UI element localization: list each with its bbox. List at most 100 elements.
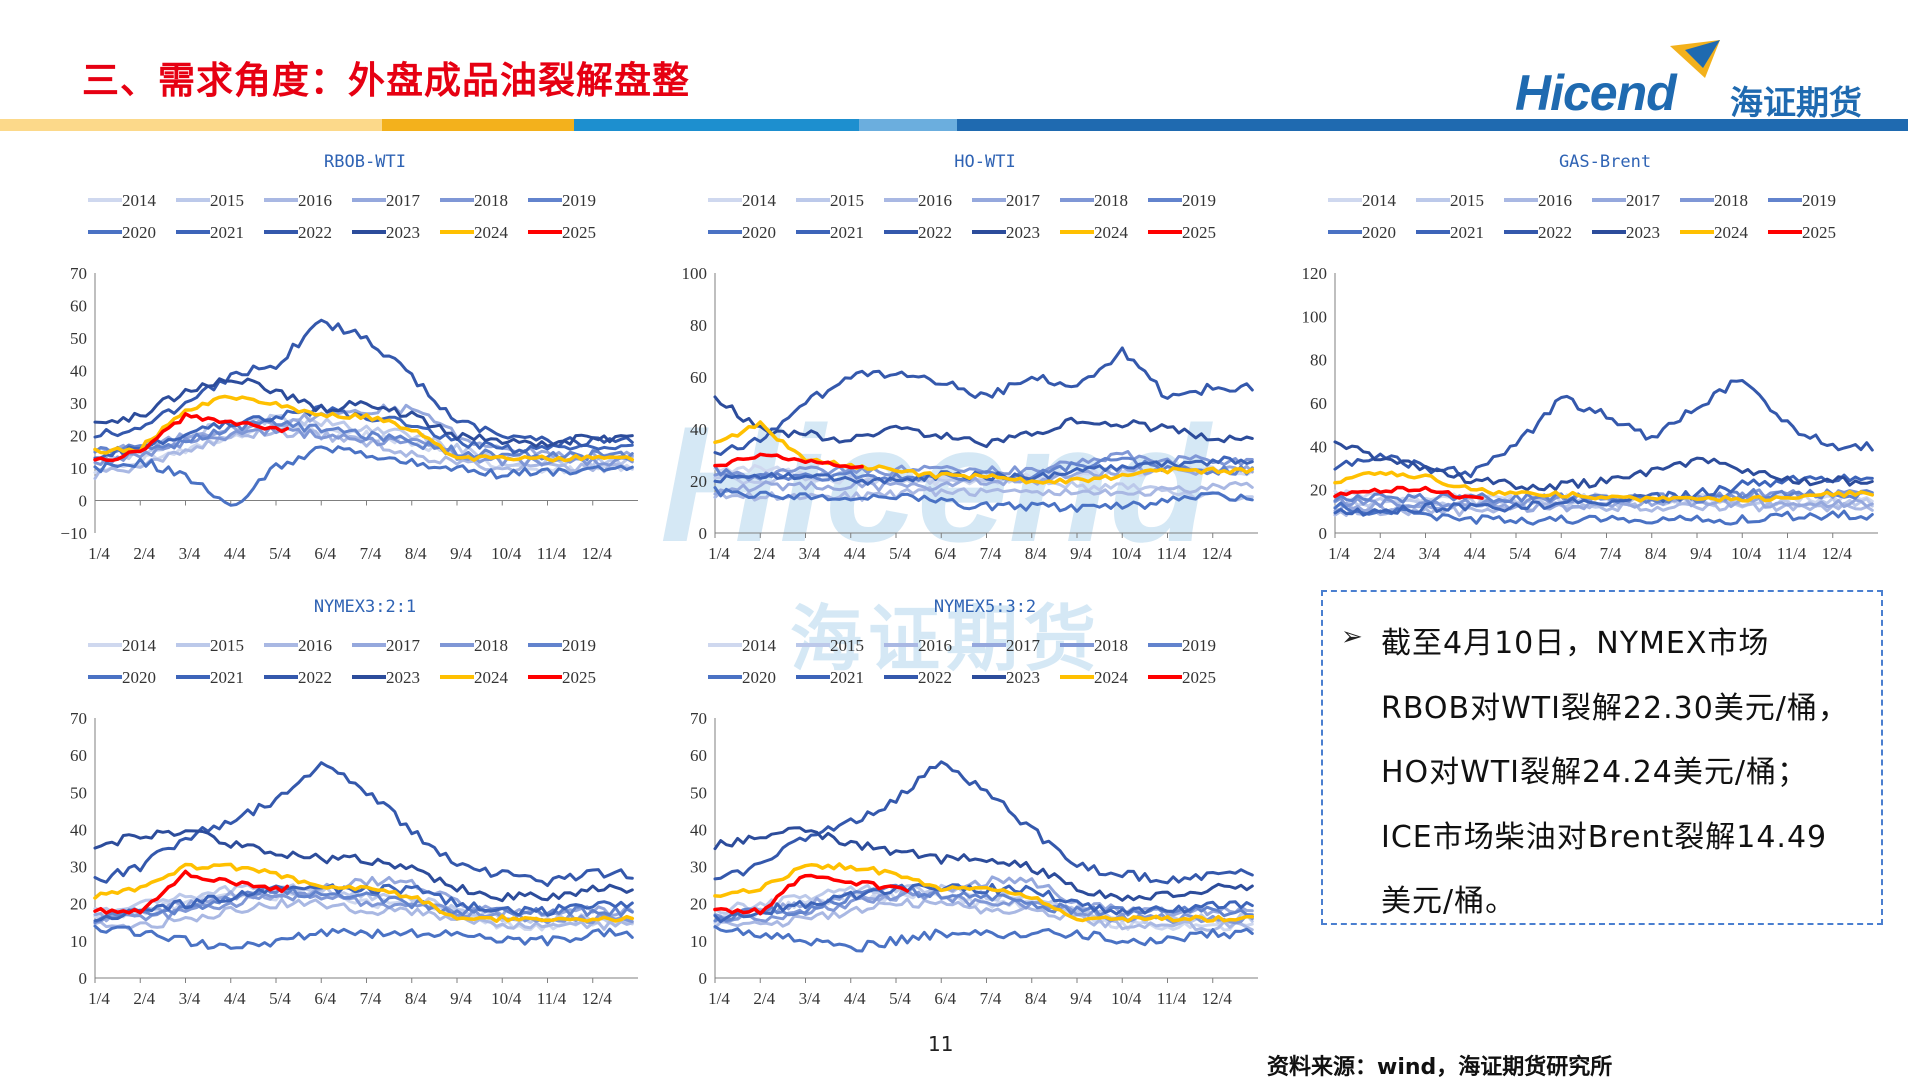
series-line-2025 (1333, 485, 1484, 500)
legend-label: 2018 (1094, 191, 1128, 210)
legend-label: 2023 (386, 668, 420, 687)
series-line-2014 (93, 890, 634, 932)
x-tick-label: 7/4 (360, 989, 382, 1008)
legend-label: 2022 (918, 223, 952, 242)
chart-ho-wti: HO-WTI 2014 2015 2016 2017 2018 2019 2020 2021 20… (660, 140, 1260, 580)
series-line-2020 (1333, 501, 1874, 526)
legend-label: 2021 (1450, 223, 1484, 242)
y-tick-label: 50 (70, 783, 87, 802)
y-tick-label: 40 (1310, 437, 1327, 456)
x-tick-label: 10/4 (491, 544, 522, 563)
note-box: ➢ 截至4月10日，NYMEX市场 RBOB对WTI裂解22.30美元/桶， H… (1321, 590, 1883, 925)
legend-label: 2014 (742, 636, 777, 655)
x-tick-label: 5/4 (269, 544, 291, 563)
legend-label: 2025 (1182, 223, 1216, 242)
series-line-2020 (713, 486, 1254, 513)
logo-swoosh-icon (1670, 40, 1720, 78)
x-tick-label: 10/4 (1731, 544, 1762, 563)
legend-label: 2024 (474, 668, 509, 687)
legend-label: 2015 (830, 191, 864, 210)
x-tick-label: 12/4 (1822, 544, 1853, 563)
chart-title: HO-WTI (954, 152, 1015, 172)
y-tick-label: 20 (1310, 481, 1327, 500)
x-tick-label: 8/4 (1025, 544, 1047, 563)
legend-label: 2024 (1094, 223, 1129, 242)
legend-label: 2016 (918, 636, 952, 655)
bullet-arrow-icon: ➢ (1341, 622, 1363, 652)
y-tick-label: 60 (70, 297, 87, 316)
x-tick-label: 6/4 (1554, 544, 1576, 563)
x-tick-label: 7/4 (980, 989, 1002, 1008)
x-tick-label: 5/4 (889, 544, 911, 563)
y-tick-label: 30 (70, 858, 87, 877)
y-tick-label: 20 (690, 472, 707, 491)
y-tick-label: 50 (70, 329, 87, 348)
x-tick-label: 3/4 (799, 544, 821, 563)
series-line-2022 (713, 346, 1254, 456)
legend-label: 2023 (386, 223, 420, 242)
legend-label: 2019 (562, 191, 596, 210)
x-tick-label: 3/4 (1419, 544, 1441, 563)
x-tick-label: 1/4 (88, 989, 110, 1008)
legend-label: 2015 (210, 636, 244, 655)
x-tick-label: 2/4 (753, 989, 775, 1008)
x-tick-label: 9/4 (1070, 989, 1092, 1008)
x-tick-label: 7/4 (980, 544, 1002, 563)
legend-label: 2025 (562, 668, 596, 687)
series-line-2022 (93, 761, 634, 888)
legend-label: 2014 (742, 191, 777, 210)
page-number: 11 (928, 1032, 954, 1056)
series-line-2016 (93, 897, 634, 931)
x-tick-label: 1/4 (1328, 544, 1350, 563)
y-tick-label: 120 (1302, 264, 1328, 283)
legend-label: 2022 (1538, 223, 1572, 242)
legend-label: 2018 (474, 191, 508, 210)
series-line-2023 (713, 826, 1254, 902)
legend-label: 2019 (1182, 636, 1216, 655)
series-line-2023 (93, 829, 634, 903)
x-tick-label: 12/4 (1202, 989, 1233, 1008)
series-line-2024 (713, 862, 1255, 923)
y-tick-label: 100 (682, 264, 708, 283)
legend-label: 2020 (742, 668, 776, 687)
x-tick-label: 1/4 (88, 544, 110, 563)
x-tick-label: 7/4 (1600, 544, 1622, 563)
legend-label: 2016 (298, 191, 332, 210)
x-tick-label: 8/4 (405, 544, 427, 563)
series-line-2024 (93, 394, 635, 463)
legend-label: 2025 (1802, 223, 1836, 242)
series-line-2022 (713, 760, 1254, 885)
y-tick-label: 0 (79, 969, 88, 988)
x-tick-label: 9/4 (450, 544, 472, 563)
x-tick-label: 1/4 (708, 544, 730, 563)
series-line-2018 (93, 425, 634, 468)
y-tick-label: 80 (690, 316, 707, 335)
series-line-2022 (93, 318, 634, 448)
header-bar-seg-1 (0, 119, 382, 131)
legend-label: 2020 (742, 223, 776, 242)
x-tick-label: 4/4 (1464, 544, 1486, 563)
x-tick-label: 8/4 (405, 989, 427, 1008)
x-tick-label: 12/4 (1202, 544, 1233, 563)
header-bar-seg-4 (859, 119, 957, 131)
y-tick-label: 20 (690, 895, 707, 914)
series-line-2019 (93, 417, 634, 461)
y-tick-label: 30 (70, 394, 87, 413)
series-line-2019 (713, 883, 1254, 923)
y-tick-label: 70 (70, 264, 87, 283)
y-tick-label: 40 (690, 420, 707, 439)
legend-label: 2022 (918, 668, 952, 687)
legend-label: 2023 (1626, 223, 1660, 242)
chart-nymex-532: NYMEX5:3:2 2014 2015 2016 2017 2018 2019 2020 20… (660, 585, 1260, 1025)
legend-label: 2024 (1094, 668, 1129, 687)
series-line-2015 (713, 470, 1254, 502)
legend-label: 2022 (298, 668, 332, 687)
source-note: 资料来源：wind，海证期货研究所 (1267, 1055, 1613, 1080)
legend-label: 2023 (1006, 668, 1040, 687)
series-line-2025 (713, 873, 910, 916)
y-tick-label: 10 (70, 459, 87, 478)
note-line: 截至4月10日，NYMEX市场 (1381, 626, 1770, 661)
chart-gas-brent: GAS-Brent 2014 2015 2016 2017 2018 2019 2020 202… (1280, 140, 1880, 580)
series-line-2016 (713, 481, 1254, 502)
